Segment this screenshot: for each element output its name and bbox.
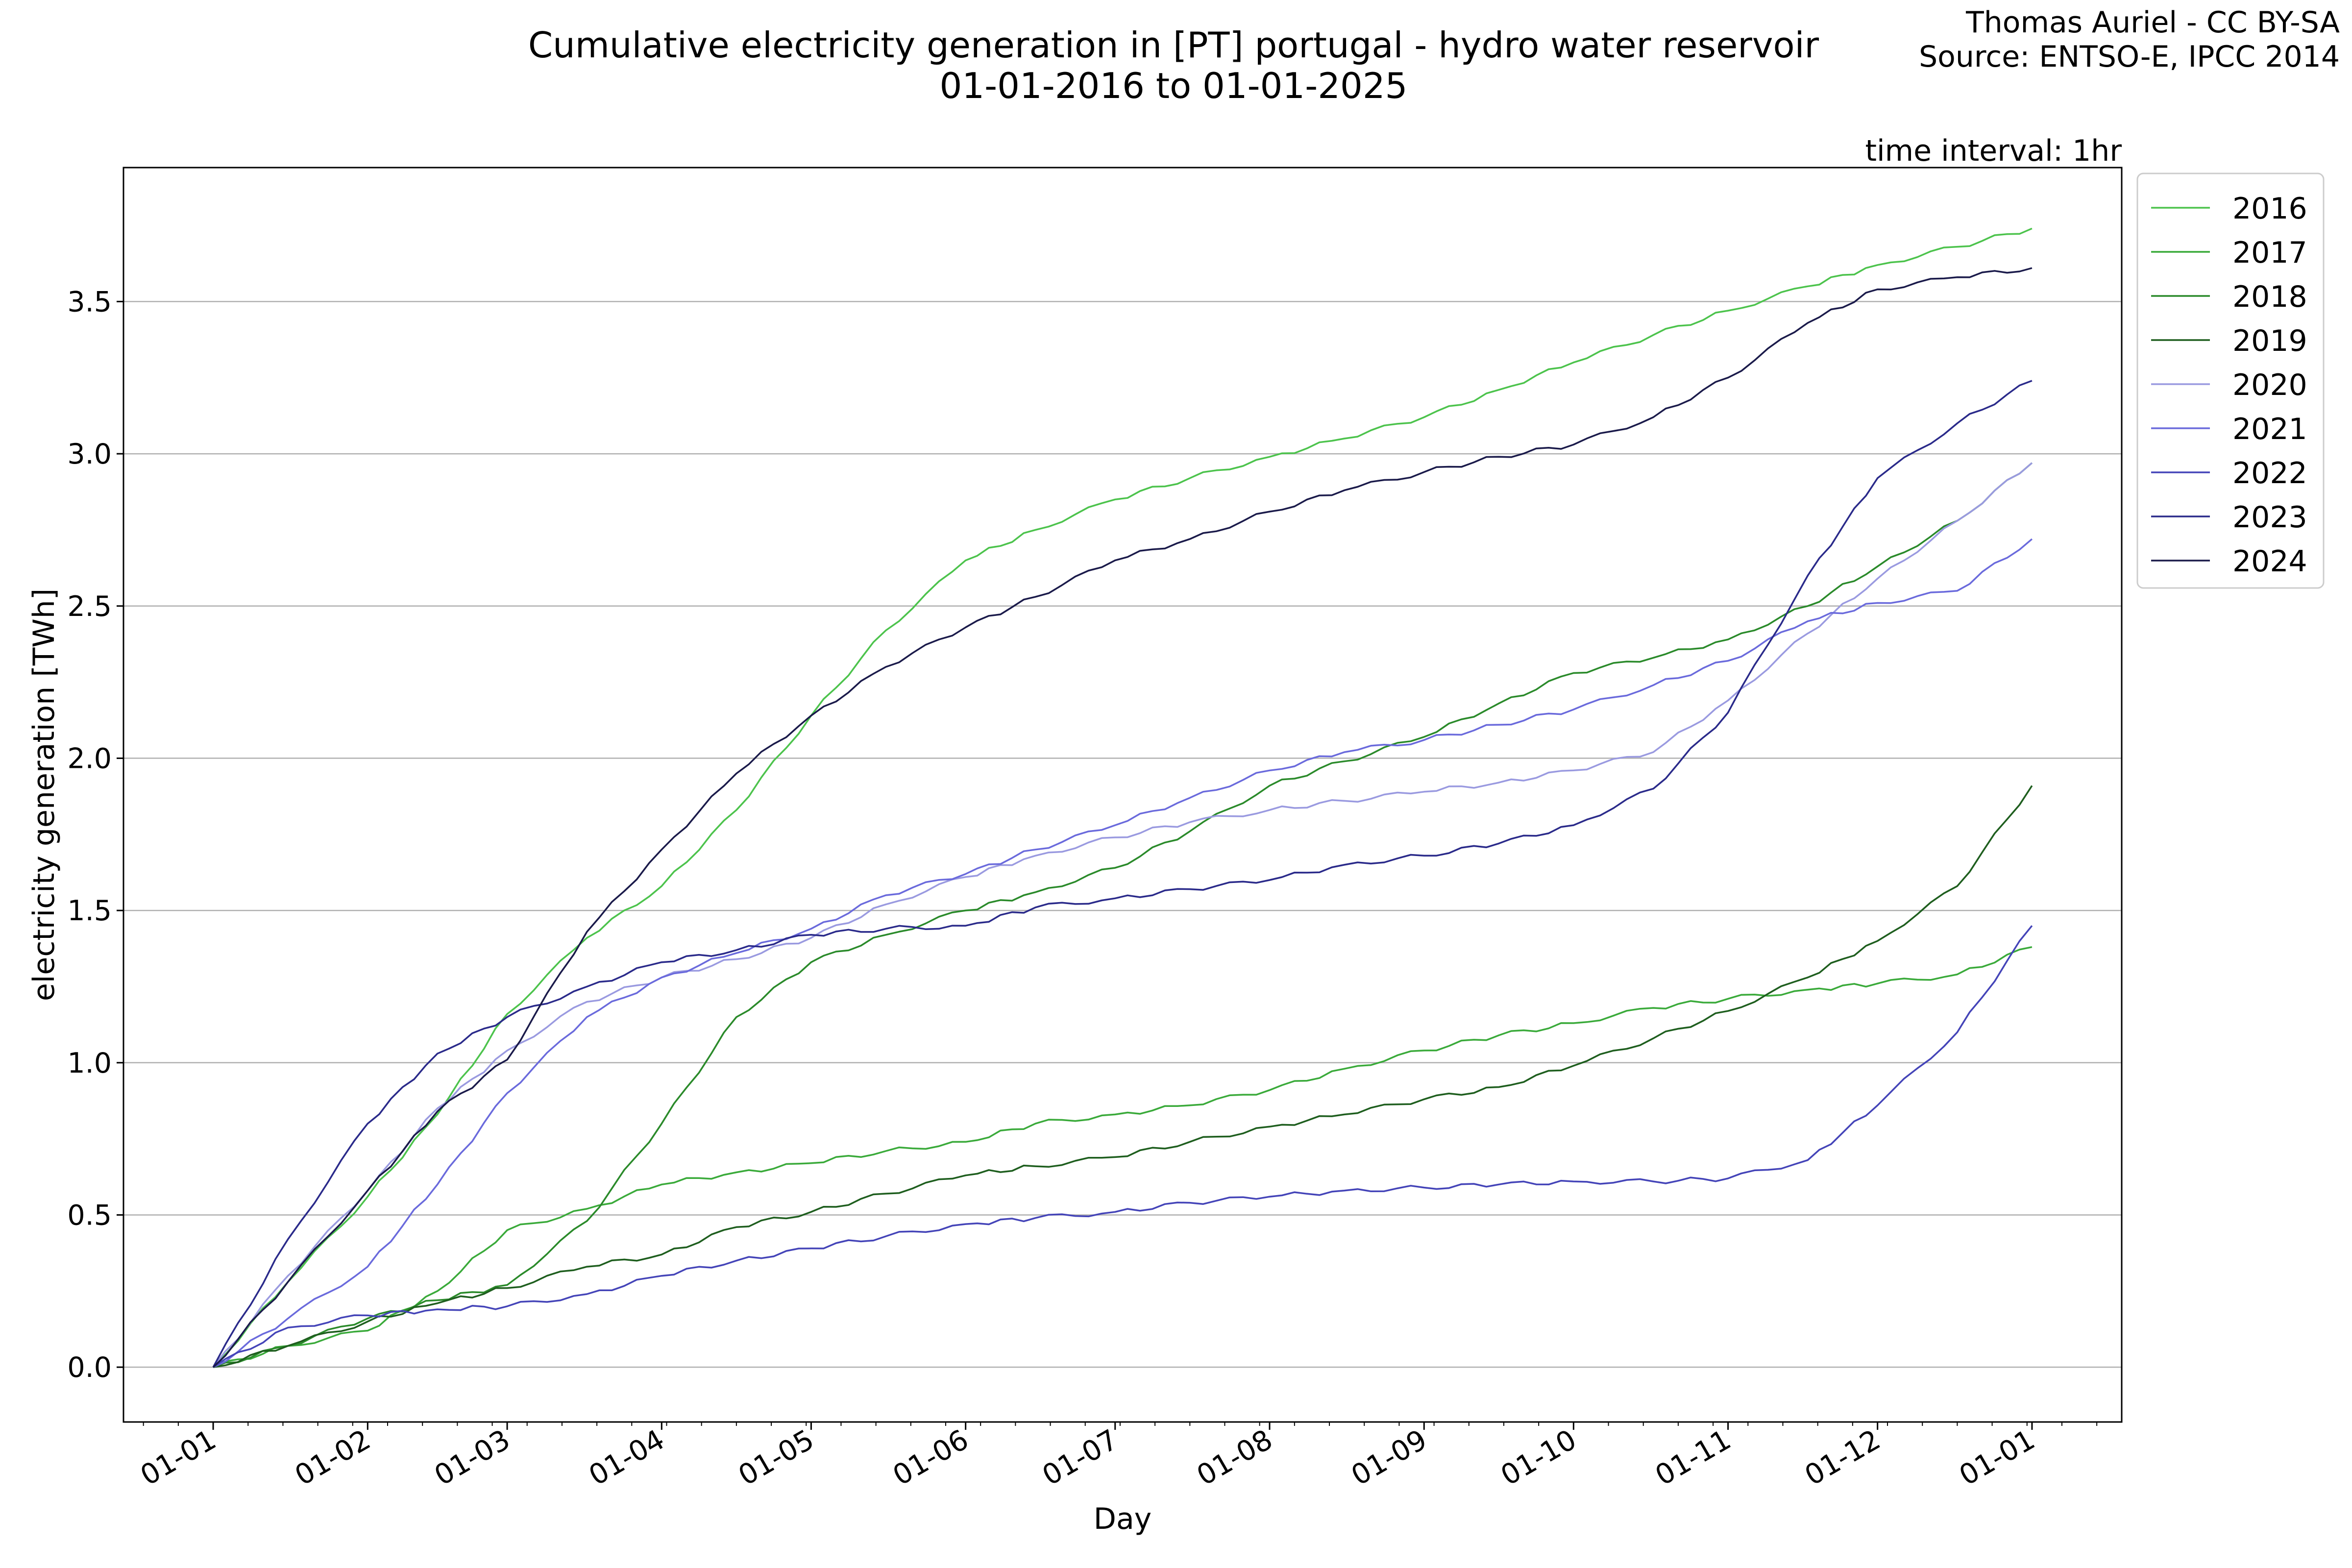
y-tick-label: 1.0 bbox=[67, 1047, 112, 1079]
legend-label-2016: 2016 bbox=[2232, 192, 2307, 226]
x-axis-label: Day bbox=[1094, 1502, 1152, 1536]
y-tick-label: 2.5 bbox=[67, 590, 112, 623]
plot-area-frame bbox=[122, 167, 2123, 1423]
y-tick-label: 2.0 bbox=[67, 742, 112, 775]
interval-note: time interval: 1hr bbox=[1865, 134, 2122, 168]
y-tick-label: 0.5 bbox=[67, 1199, 112, 1231]
legend-label-2023: 2023 bbox=[2232, 500, 2307, 535]
series-line-2019 bbox=[213, 785, 2033, 1368]
series-line-2018 bbox=[213, 462, 2033, 1368]
grid-lines bbox=[123, 301, 2122, 1368]
attribution-source: Source: ENTSO-E, IPCC 2014 bbox=[1919, 40, 2340, 74]
series-line-2017 bbox=[213, 946, 2033, 1368]
series-line-2016 bbox=[212, 227, 2033, 1368]
legend-label-2024: 2024 bbox=[2232, 544, 2307, 579]
legend: 2016 2017 2018 2019 2020 2021 2022 2023 2024 bbox=[2136, 172, 2325, 589]
y-tick-label: 0.0 bbox=[67, 1351, 112, 1384]
legend-label-2022: 2022 bbox=[2232, 456, 2307, 490]
y-tick-label: 1.5 bbox=[67, 895, 112, 927]
y-tick-label: 3.0 bbox=[67, 438, 112, 470]
legend-label-2018: 2018 bbox=[2232, 280, 2307, 314]
legend-label-2017: 2017 bbox=[2232, 236, 2307, 270]
legend-box bbox=[2136, 172, 2325, 589]
series-line-2024 bbox=[212, 267, 2033, 1368]
attribution-author: Thomas Auriel - CC BY-SA bbox=[1965, 5, 2340, 40]
y-axis-label: electricity generation [TWh] bbox=[27, 588, 61, 1001]
chart-title: Cumulative electricity generation in [PT… bbox=[528, 24, 1819, 66]
y-tick-label: 3.5 bbox=[67, 286, 112, 318]
y-axis: 0.0 0.5 1.0 1.5 2.0 2.5 3.0 3.5 bbox=[67, 286, 123, 1384]
series-lines bbox=[212, 227, 2033, 1368]
series-line-2023 bbox=[212, 380, 2033, 1368]
legend-label-2021: 2021 bbox=[2232, 412, 2307, 446]
chart-subtitle: 01-01-2016 to 01-01-2025 bbox=[940, 65, 1408, 106]
legend-label-2020: 2020 bbox=[2232, 368, 2307, 402]
series-line-2021 bbox=[213, 538, 2033, 1368]
series-line-2020 bbox=[212, 462, 2033, 1368]
series-line-2022 bbox=[213, 925, 2033, 1368]
legend-label-2019: 2019 bbox=[2232, 324, 2307, 358]
